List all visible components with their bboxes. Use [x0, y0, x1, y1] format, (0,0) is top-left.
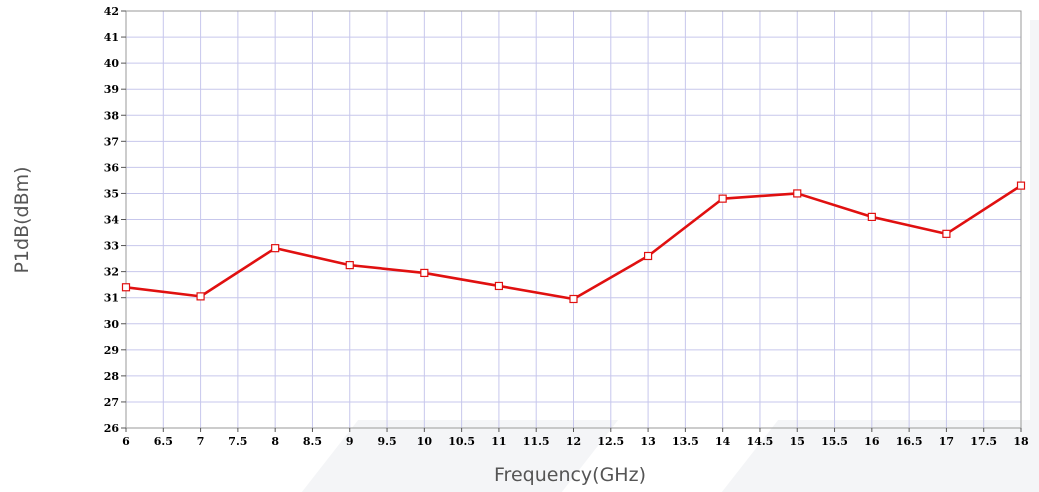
- data-point-marker: [718, 194, 727, 203]
- x-tick-label: 16: [864, 435, 880, 448]
- y-tick-label: 32: [104, 266, 119, 279]
- x-tick-label: 18: [1013, 435, 1029, 448]
- y-tick-label: 27: [104, 396, 119, 409]
- data-point-marker: [345, 261, 354, 270]
- x-tick-label: 15.5: [821, 435, 848, 448]
- x-tick-label: 12.5: [597, 435, 624, 448]
- data-point-marker: [569, 294, 578, 304]
- x-axis-title: Frequency(GHz): [494, 464, 646, 486]
- x-tick-label: 11: [491, 435, 506, 448]
- y-tick-label: 34: [104, 214, 120, 227]
- series-group: [121, 181, 1026, 304]
- data-point-marker: [494, 281, 504, 291]
- x-tick-label: 7: [197, 435, 205, 448]
- y-tick-label: 28: [104, 370, 120, 383]
- y-tick-label: 30: [104, 318, 120, 331]
- data-point-marker: [420, 268, 429, 278]
- y-tick-label: 38: [104, 109, 120, 122]
- x-tick-label: 6: [122, 435, 130, 448]
- data-point-marker: [196, 292, 205, 301]
- y-axis: 26 27 28 29 30 31 32 33 34 35 36 37 38 39 40 41 42: [104, 5, 126, 435]
- x-tick-label: 17: [939, 435, 954, 448]
- x-tick-label: 10: [417, 435, 433, 448]
- y-tick-label: 26: [104, 422, 120, 435]
- y-tick-label: 40: [104, 57, 120, 70]
- data-point-marker: [1016, 181, 1026, 190]
- data-point-marker: [271, 244, 280, 253]
- x-tick-label: 17.5: [970, 435, 997, 448]
- data-point-marker: [867, 212, 876, 221]
- y-tick-label: 35: [104, 187, 119, 200]
- x-tick-label: 13: [640, 435, 655, 448]
- y-tick-label: 31: [104, 292, 119, 305]
- x-tick-label: 6.5: [154, 435, 173, 448]
- background-stripe: [1030, 20, 1039, 420]
- y-tick-label: 29: [104, 344, 119, 357]
- x-tick-label: 10.5: [448, 435, 475, 448]
- x-axis: 6 6.5 7 7.5 8 8.5 9 9.5 10 10.5 11 11.5 12 12.5 13 13.5…: [122, 428, 1029, 448]
- x-tick-label: 14: [715, 435, 731, 448]
- x-tick-label: 11.5: [523, 435, 550, 448]
- x-tick-label: 16.5: [896, 435, 923, 448]
- data-point-marker: [643, 251, 653, 261]
- x-tick-label: 14.5: [747, 435, 774, 448]
- y-tick-label: 36: [104, 161, 120, 174]
- x-tick-label: 9: [346, 435, 354, 448]
- x-tick-label: 12: [566, 435, 581, 448]
- x-tick-label: 8: [271, 435, 279, 448]
- data-point-marker: [793, 189, 802, 198]
- x-tick-label: 9.5: [377, 435, 396, 448]
- y-tick-label: 42: [104, 5, 119, 18]
- y-tick-label: 37: [104, 135, 119, 148]
- y-tick-label: 39: [104, 83, 119, 96]
- x-tick-label: 7.5: [228, 435, 247, 448]
- data-point-marker: [942, 229, 951, 238]
- data-point-marker: [121, 283, 131, 292]
- y-tick-label: 41: [104, 31, 119, 44]
- x-tick-label: 13.5: [672, 435, 699, 448]
- y-axis-title: P1dB(dBm): [11, 166, 33, 273]
- x-tick-label: 15: [790, 435, 805, 448]
- x-tick-label: 8.5: [303, 435, 322, 448]
- y-tick-label: 33: [104, 240, 119, 253]
